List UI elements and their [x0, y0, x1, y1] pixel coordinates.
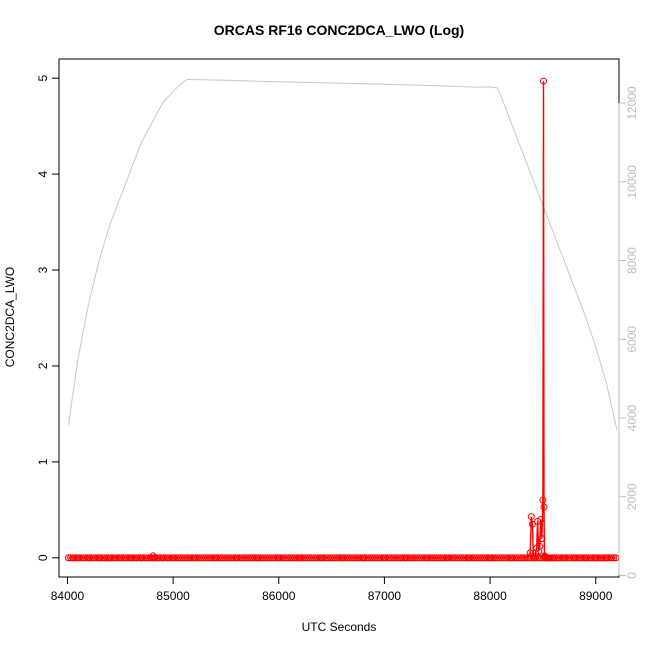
y-tick-label: 0 [36, 554, 50, 561]
left-axis-series [65, 77, 620, 562]
y-tick-label: 4 [36, 170, 50, 177]
y-axis-label: CONC2DCA_LWO [3, 267, 17, 367]
x-tick-label: 85000 [156, 589, 190, 603]
y-tick-label: 5 [36, 75, 50, 82]
x-tick-label: 86000 [262, 589, 296, 603]
x-tick-label: 89000 [579, 589, 613, 603]
data-point [540, 503, 548, 511]
data-point [536, 542, 544, 550]
y2-tick-label: 2000 [625, 483, 639, 510]
y-axis: 0 1 2 3 4 5 [36, 75, 60, 561]
data-point [539, 77, 547, 85]
data-point [527, 513, 535, 521]
y-tick-label: 2 [36, 362, 50, 369]
data-point [539, 496, 547, 504]
data-point [538, 535, 546, 543]
chart-title: ORCAS RF16 CONC2DCA_LWO (Log) [214, 22, 464, 38]
altitude-line [68, 79, 618, 430]
data-point [537, 515, 545, 523]
y2-tick-label: 10000 [625, 165, 639, 199]
plot-frame [58, 58, 620, 578]
data-point [528, 520, 536, 528]
y-tick-label: 1 [36, 458, 50, 465]
data-point [610, 554, 618, 562]
concentration-line [68, 81, 616, 560]
y-tick-label: 3 [36, 266, 50, 273]
data-point [608, 554, 616, 562]
y2-tick-label: 0 [625, 572, 639, 579]
y2-tick-label: 12000 [625, 86, 639, 120]
y2-tick-label: 4000 [625, 404, 639, 431]
secondary-y-axis: 0 2000 4000 6000 8000 10000 12000 [618, 86, 639, 579]
x-tick-label: 87000 [368, 589, 402, 603]
y2-tick-label: 8000 [625, 247, 639, 274]
data-point [535, 547, 543, 555]
right-axis-series [68, 79, 618, 430]
y2-tick-label: 6000 [625, 326, 639, 353]
x-axis-label: UTC Seconds [302, 620, 377, 634]
x-tick-label: 88000 [473, 589, 507, 603]
x-tick-label: 84000 [51, 589, 85, 603]
x-axis: 84000 85000 86000 87000 88000 89000 [51, 576, 613, 603]
